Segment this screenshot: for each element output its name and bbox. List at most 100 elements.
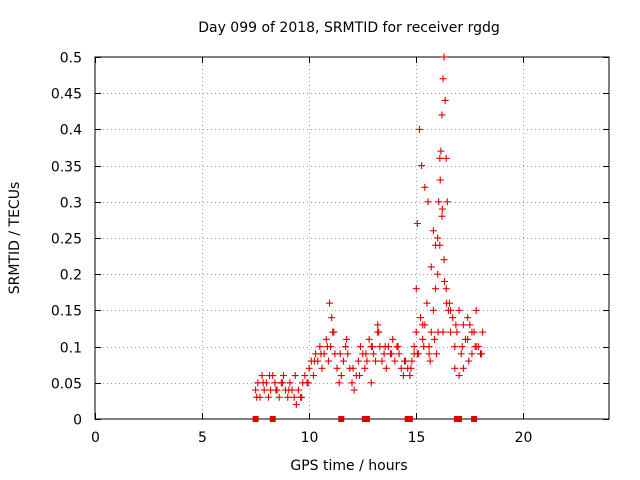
data-point	[326, 299, 334, 307]
data-point	[434, 328, 442, 336]
data-point	[260, 386, 268, 394]
data-point	[330, 328, 338, 336]
data-point	[441, 96, 449, 104]
data-point	[395, 350, 403, 358]
data-point	[459, 364, 467, 372]
data-point	[363, 357, 371, 365]
data-point	[417, 314, 425, 322]
y-tick-label: 0.4	[60, 123, 82, 139]
data-point	[453, 328, 461, 336]
data-point	[413, 220, 421, 228]
y-axis-ticks: 0 0.05 0.1 0.15 0.2 0.25 0.3 0.35 0.4 0.45 0.5	[51, 51, 609, 429]
data-point	[304, 379, 312, 387]
day-marker	[471, 416, 478, 422]
data-point	[464, 335, 472, 343]
data-point	[443, 299, 451, 307]
data-point	[436, 154, 444, 162]
data-point	[337, 372, 345, 380]
data-point	[425, 350, 433, 358]
y-tick-label: 0.2	[60, 268, 82, 284]
data-point	[472, 306, 480, 314]
data-point	[258, 372, 266, 380]
data-point	[438, 111, 446, 119]
data-point	[449, 314, 457, 322]
data-point	[298, 393, 306, 401]
data-point	[457, 350, 465, 358]
data-point	[441, 277, 449, 285]
data-point	[275, 393, 283, 401]
data-point	[336, 350, 344, 358]
data-point	[438, 205, 446, 213]
data-point	[292, 401, 300, 409]
data-point	[427, 328, 435, 336]
x-tick-label: 15	[408, 430, 426, 446]
data-point	[429, 227, 437, 235]
data-point	[339, 357, 347, 365]
data-point	[318, 364, 326, 372]
x-tick-label: 20	[515, 430, 533, 446]
data-point	[429, 306, 437, 314]
data-point	[439, 75, 447, 83]
day-marker	[338, 416, 345, 422]
data-point	[365, 335, 373, 343]
data-point	[286, 379, 294, 387]
data-point	[322, 335, 330, 343]
data-point	[301, 372, 309, 380]
day-marker	[456, 416, 463, 422]
data-point	[410, 343, 418, 351]
data-point	[284, 393, 292, 401]
data-point	[361, 364, 369, 372]
data-point	[425, 343, 433, 351]
data-point	[433, 350, 441, 358]
data-point	[278, 379, 286, 387]
y-axis-label: SRMTID / TECUs	[7, 182, 23, 295]
data-point	[426, 357, 434, 365]
data-point	[389, 335, 397, 343]
x-axis-ticks: 0 5 10 15 20	[91, 57, 532, 446]
day-marker	[363, 416, 370, 422]
data-point	[400, 357, 408, 365]
y-tick-label: 0.25	[51, 232, 82, 248]
y-tick-label: 0.15	[51, 304, 82, 320]
data-point	[440, 53, 448, 61]
data-point	[468, 350, 476, 358]
data-point	[399, 372, 407, 380]
data-point	[451, 343, 459, 351]
data-point	[382, 364, 390, 372]
data-point	[423, 299, 431, 307]
data-point	[464, 314, 472, 322]
data-point	[290, 393, 298, 401]
data-point	[447, 328, 455, 336]
data-point	[316, 343, 324, 351]
data-point	[266, 372, 274, 380]
data-point	[442, 285, 450, 293]
day-marker	[406, 416, 413, 422]
y-tick-label: 0.35	[51, 160, 82, 176]
x-tick-label: 10	[301, 430, 319, 446]
data-point	[374, 321, 382, 329]
data-point	[440, 256, 448, 264]
data-point	[355, 372, 363, 380]
data-point	[432, 241, 440, 249]
data-point	[406, 372, 414, 380]
data-point	[272, 386, 280, 394]
data-point	[375, 328, 383, 336]
data-point	[388, 350, 396, 358]
data-point	[311, 357, 319, 365]
data-point	[410, 350, 418, 358]
data-point	[344, 350, 352, 358]
data-point	[378, 357, 386, 365]
data-point	[419, 321, 427, 329]
data-point	[430, 335, 438, 343]
data-point	[478, 350, 486, 358]
data-point	[434, 234, 442, 242]
data-point	[294, 386, 302, 394]
day-markers	[252, 416, 478, 422]
data-point	[465, 357, 473, 365]
data-point	[435, 198, 443, 206]
data-point	[407, 364, 415, 372]
data-point	[452, 321, 460, 329]
data-point	[438, 212, 446, 220]
data-point	[335, 379, 343, 387]
